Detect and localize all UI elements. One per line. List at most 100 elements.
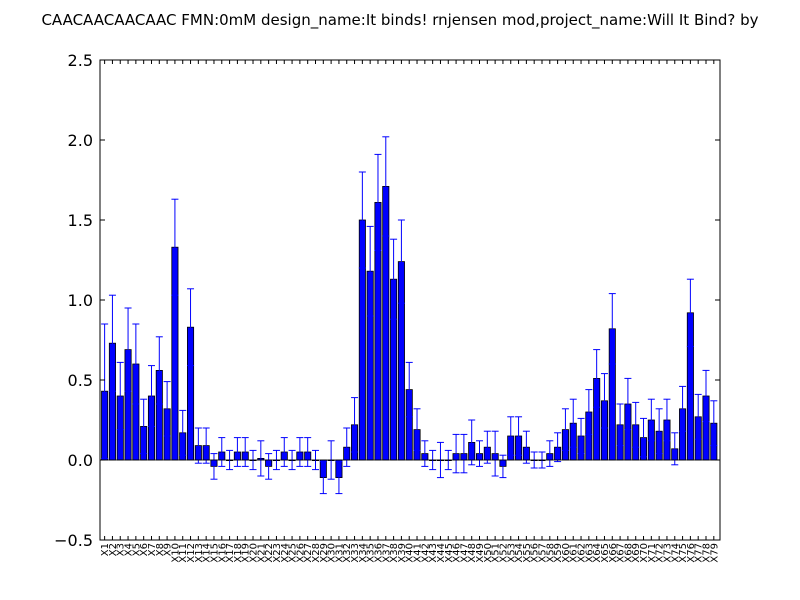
error-bar-X34	[358, 171, 366, 269]
error-bar-X7	[147, 365, 155, 427]
x-tick-label: X1	[100, 543, 111, 556]
x-tick-label: X71	[647, 543, 658, 563]
error-bar-X37	[382, 136, 390, 237]
y-tick-label: 2.5	[68, 51, 93, 70]
x-tick-label: X34	[358, 543, 369, 563]
error-bar-X33	[351, 397, 359, 453]
error-bar-X74	[671, 432, 679, 466]
error-bar-X75	[679, 385, 687, 432]
x-tick-label: X48	[467, 543, 478, 563]
x-tick-label: X79	[709, 543, 720, 563]
error-bars-group	[101, 136, 718, 495]
error-bar-X68	[624, 377, 632, 431]
y-tick-label: 1.5	[68, 211, 93, 230]
error-bar-X46	[452, 433, 460, 474]
error-bar-X54	[515, 416, 523, 456]
x-tick-label: X72	[655, 543, 666, 563]
x-tick-label: X64	[592, 543, 603, 563]
x-tick-label: X13	[194, 543, 205, 563]
x-tick-label: X27	[303, 543, 314, 563]
x-tick-label: X23	[272, 543, 283, 563]
x-tick-label: X61	[569, 543, 580, 563]
x-tick-label: X17	[225, 543, 236, 563]
y-tick-label: 0.0	[68, 451, 93, 470]
x-tick-label: X53	[506, 543, 517, 563]
x-tick-label: X7	[147, 543, 158, 556]
y-tick-label: 1.0	[68, 291, 93, 310]
x-tick-label: X37	[381, 543, 392, 563]
x-tick-label: X73	[662, 543, 673, 563]
x-tick-label: X77	[694, 543, 705, 563]
error-bar-X2	[108, 294, 116, 392]
x-tick-label: X44	[436, 543, 447, 563]
y-tick-label: −0.5	[54, 531, 93, 550]
error-bar-X27	[304, 437, 312, 467]
x-tick-label: X59	[553, 543, 564, 563]
x-tick-label: X16	[217, 543, 228, 563]
x-tick-label: X65	[600, 543, 611, 563]
x-tick-label: X45	[444, 543, 455, 563]
x-tick-label: X56	[530, 543, 541, 563]
error-bar-X69	[632, 401, 640, 448]
x-tick-label: X20	[249, 543, 260, 563]
x-tick-label: X29	[319, 543, 330, 563]
error-bar-X21	[257, 440, 265, 477]
x-tick-label: X40	[405, 543, 416, 563]
error-bar-X42	[421, 440, 429, 467]
x-tick-label: X5	[131, 543, 142, 556]
x-tick-label: X24	[280, 543, 291, 563]
x-tick-label: X41	[413, 543, 424, 563]
x-tick-label: X74	[670, 543, 681, 563]
plot-area	[99, 59, 721, 541]
x-tick-label: X36	[373, 543, 384, 563]
x-tick-label: X54	[514, 543, 525, 563]
x-tick-label: X43	[428, 543, 439, 563]
error-bar-X6	[140, 398, 148, 455]
x-tick-label: X51	[491, 543, 502, 563]
error-bar-X79	[710, 400, 718, 447]
error-bar-X65	[600, 373, 608, 429]
error-bar-X63	[585, 389, 593, 435]
error-bar-X47	[460, 433, 468, 474]
x-tick-label: X22	[264, 543, 275, 563]
x-tick-label: X76	[686, 543, 697, 563]
error-bar-X60	[561, 408, 569, 451]
error-bar-X18	[233, 437, 241, 467]
y-tick-label: 2.0	[68, 131, 93, 150]
error-bar-X71	[647, 398, 655, 442]
x-tick-label: X19	[241, 543, 252, 563]
x-tick-label: X63	[584, 543, 595, 563]
error-bar-X15	[210, 453, 218, 480]
error-bar-X78	[702, 369, 710, 423]
error-bar-X62	[577, 417, 585, 455]
y-tick-label: 0.5	[68, 371, 93, 390]
error-bar-X24	[280, 437, 288, 467]
error-bar-X50	[483, 430, 491, 464]
error-bar-X41	[413, 408, 421, 451]
x-tick-label: X3	[116, 543, 127, 556]
x-tick-label: X28	[311, 543, 322, 563]
x-tick-label: X25	[288, 543, 299, 563]
error-bar-X9	[163, 381, 171, 437]
x-tick-label: X6	[139, 543, 150, 556]
error-bar-X40	[405, 361, 413, 418]
error-bar-X58	[546, 440, 554, 467]
error-bar-X4	[124, 307, 132, 392]
x-tick-label: X52	[498, 543, 509, 563]
error-bar-X11	[179, 409, 187, 456]
x-tick-label: X26	[295, 543, 306, 563]
x-tick-label: X33	[350, 543, 361, 563]
error-bar-X55	[522, 430, 530, 464]
error-bar-X70	[640, 417, 648, 458]
error-bar-X73	[663, 398, 671, 442]
error-bar-X72	[655, 408, 663, 455]
x-tick-label: X32	[342, 543, 353, 563]
x-tick-label: X11	[178, 543, 189, 563]
error-bar-X51	[491, 430, 499, 477]
error-bar-X29	[319, 461, 327, 495]
x-tick-label: X70	[639, 543, 650, 563]
x-tick-label: X60	[561, 543, 572, 563]
error-bar-X38	[390, 238, 398, 320]
x-tick-label: X57	[537, 543, 548, 563]
error-bar-X35	[366, 225, 374, 317]
